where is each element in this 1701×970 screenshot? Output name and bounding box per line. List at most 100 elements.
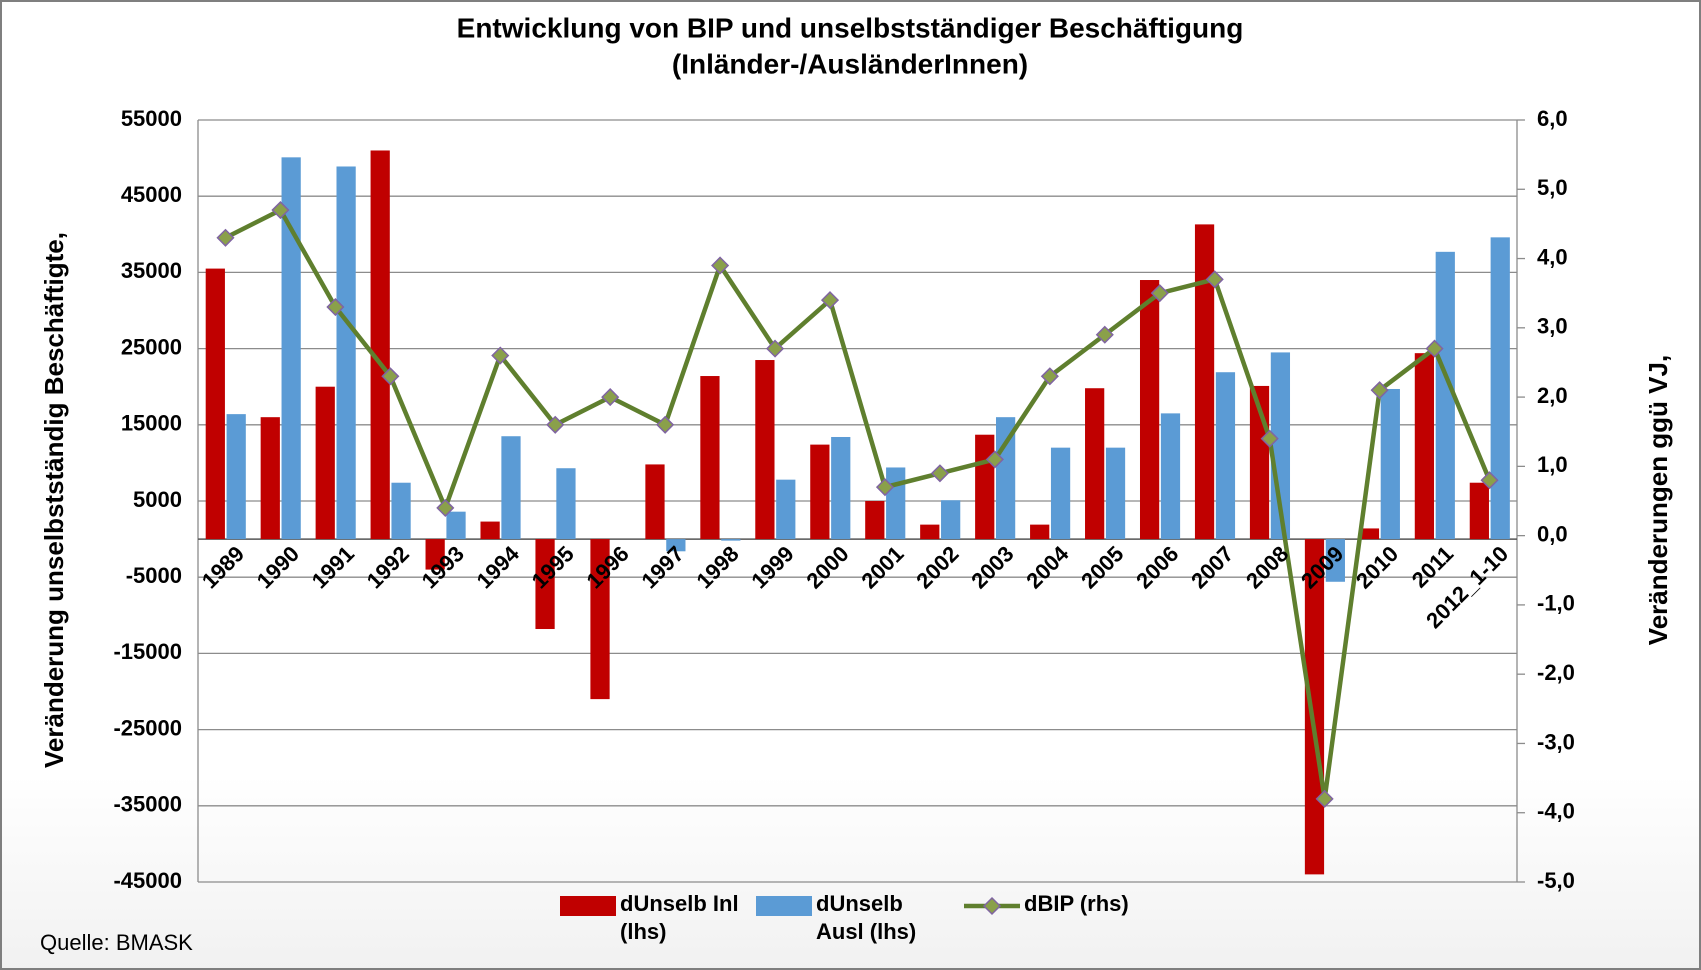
legend-label: dUnselb Ausl (lhs) <box>816 891 917 944</box>
source: Quelle: BMASK <box>40 930 193 955</box>
bar <box>1030 524 1050 540</box>
bar <box>1160 413 1181 540</box>
y2-tick-label: -4,0 <box>1537 799 1575 824</box>
bar <box>205 268 225 540</box>
marker <box>711 256 730 275</box>
marker <box>1370 381 1389 400</box>
y-tick-label: 55000 <box>121 106 182 131</box>
bar <box>1490 237 1510 540</box>
chart-subtitle: (Inländer-/AusländerInnen) <box>672 48 1028 79</box>
y2-tick-label: 0,0 <box>1537 521 1568 546</box>
y2-tick-label: -1,0 <box>1537 591 1575 616</box>
y2-tick-label: -2,0 <box>1537 660 1575 685</box>
marker <box>491 346 510 365</box>
bar <box>1325 539 1345 582</box>
bar <box>336 166 356 540</box>
x-tick-label: 2004 <box>1021 541 1074 594</box>
bar <box>480 521 500 540</box>
legend-swatch <box>756 896 812 916</box>
bar <box>1215 372 1236 540</box>
marker <box>1480 471 1499 490</box>
x-tick-label: 1993 <box>417 541 469 593</box>
y2-tick-label: -3,0 <box>1537 729 1575 754</box>
y-axis-label: Veränderung unselbstständig Beschäftigte… <box>39 232 69 768</box>
marker <box>820 291 840 310</box>
chart-title: Entwicklung von BIP und unselbstständige… <box>457 12 1244 43</box>
bar <box>1380 388 1400 540</box>
bar <box>975 434 995 540</box>
y-tick-label: -15000 <box>113 639 182 664</box>
marker <box>326 297 345 317</box>
x-tick-label: 2002 <box>911 541 963 593</box>
y2-tick-label: 5,0 <box>1537 175 1568 200</box>
x-tick-label: 2005 <box>1076 541 1128 593</box>
x-tick-label: 1999 <box>746 541 798 593</box>
line <box>224 207 1492 800</box>
bar <box>446 511 466 540</box>
bar <box>721 539 741 541</box>
bar <box>666 539 686 552</box>
y2-tick-label: 1,0 <box>1537 452 1568 477</box>
marker <box>1260 429 1279 448</box>
bar <box>590 539 610 700</box>
marker <box>436 498 455 517</box>
marker <box>766 339 785 358</box>
bar <box>941 500 961 540</box>
bar <box>370 150 390 540</box>
bar <box>425 539 445 570</box>
marker <box>656 415 675 434</box>
marker <box>381 367 400 386</box>
marker <box>546 415 565 434</box>
marker <box>1095 325 1114 344</box>
x-tick-label: 2006 <box>1131 541 1183 593</box>
bar <box>1414 353 1435 540</box>
bar <box>1359 528 1380 540</box>
y-tick-label: -45000 <box>113 868 182 893</box>
bar <box>1050 447 1071 540</box>
legend-swatch <box>560 896 616 916</box>
bar <box>1105 447 1126 540</box>
bar <box>831 436 851 540</box>
marker <box>601 388 620 407</box>
x-tick-label: 2003 <box>966 541 1018 593</box>
bar <box>920 524 940 540</box>
bar <box>755 360 775 540</box>
bar <box>391 482 411 540</box>
y-tick-label: -35000 <box>113 792 182 817</box>
y2-tick-label: 3,0 <box>1537 314 1568 339</box>
marker <box>875 478 895 497</box>
y2-tick-label: 6,0 <box>1537 106 1568 131</box>
bar <box>810 444 830 540</box>
legend-label: dBIP (rhs) <box>1024 891 1129 916</box>
legend-swatch <box>982 896 1002 916</box>
bar <box>700 376 720 540</box>
marker <box>1040 367 1059 386</box>
marker <box>985 450 1004 469</box>
y-tick-label: 25000 <box>121 334 182 359</box>
bar <box>281 157 301 540</box>
bar <box>645 464 665 540</box>
y-tick-label: 5000 <box>133 487 182 512</box>
x-tick-label: 1998 <box>691 541 743 593</box>
marker <box>271 200 290 220</box>
y-tick-label: 35000 <box>121 258 182 283</box>
marker <box>930 464 949 483</box>
y-tick-label: 45000 <box>121 182 182 207</box>
bar <box>1304 539 1325 875</box>
y2-tick-label: -5,0 <box>1537 868 1575 893</box>
bar <box>1139 280 1160 540</box>
marker <box>1150 284 1169 303</box>
bar <box>886 467 906 540</box>
bar <box>865 501 885 540</box>
bar <box>1469 482 1489 540</box>
x-tick-label: 1989 <box>197 541 249 593</box>
y-tick-label: 15000 <box>121 411 182 436</box>
bar <box>535 539 555 630</box>
x-tick-label: 2007 <box>1186 541 1238 593</box>
x-tick-label: 1992 <box>362 541 414 593</box>
y2-axis-label: Veränderungen ggü VJ, <box>1643 355 1673 645</box>
legend-label: dUnselb Inl (lhs) <box>620 891 739 944</box>
